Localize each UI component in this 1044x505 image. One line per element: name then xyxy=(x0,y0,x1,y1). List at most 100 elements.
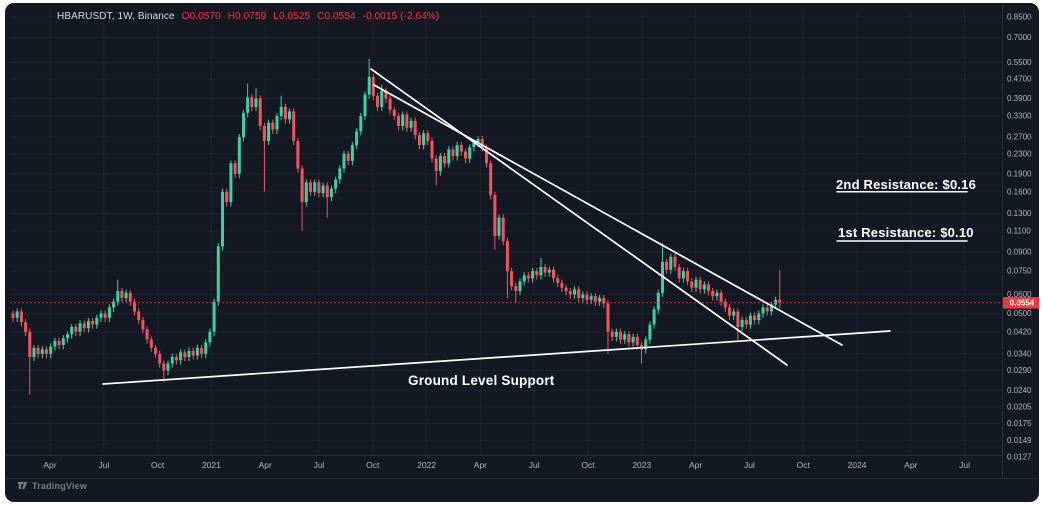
price-chart[interactable]: 0.8500 0.7000 0.5500 0.4700 0.3900 0.3300 0.27… xyxy=(5,3,1039,502)
candle xyxy=(405,114,409,128)
time-tick-label[interactable]: Apr xyxy=(904,460,917,470)
price-tick-label[interactable]: 0.0205 xyxy=(1007,402,1032,411)
time-tick-label[interactable]: Oct xyxy=(581,460,595,470)
candle xyxy=(325,185,329,198)
tradingview-watermark[interactable]: TradingView xyxy=(17,480,87,491)
time-tick-label[interactable]: Oct xyxy=(366,460,380,470)
price-tick-label[interactable]: 0.8500 xyxy=(1007,13,1032,22)
candle xyxy=(564,287,568,291)
time-tick-label[interactable]: Jul xyxy=(959,460,970,470)
price-tick-label[interactable]: 0.0175 xyxy=(1007,419,1032,428)
symbol-title[interactable]: HBARUSDT, 1W, Binance xyxy=(57,11,175,22)
descending-trendline-a[interactable] xyxy=(370,68,788,366)
candle xyxy=(732,311,736,316)
candle xyxy=(99,313,103,318)
candle xyxy=(589,296,593,300)
time-tick-label[interactable]: 2024 xyxy=(848,460,867,470)
candle xyxy=(216,246,220,302)
time-tick-label[interactable]: 2022 xyxy=(417,460,436,470)
price-tick-label[interactable]: 0.4700 xyxy=(1007,75,1032,84)
price-tick-label[interactable]: 0.3900 xyxy=(1007,94,1032,103)
price-tick-label[interactable]: 0.0500 xyxy=(1007,309,1032,318)
candle xyxy=(187,350,191,358)
candle xyxy=(204,342,208,354)
chart-legend[interactable]: HBARUSDT, 1W, Binance O0.0570 H0.0759 L0… xyxy=(57,11,439,22)
candle xyxy=(744,320,748,325)
ground-level-support-line[interactable] xyxy=(102,330,891,385)
time-tick-label[interactable]: 2023 xyxy=(632,460,651,470)
annotation-1st-resistance[interactable]: 1st Resistance: $0.10 xyxy=(838,225,974,240)
candle xyxy=(258,98,262,126)
price-tick-label[interactable]: 0.0420 xyxy=(1007,327,1032,336)
price-tick-label[interactable]: 0.0600 xyxy=(1007,290,1032,299)
current-price-tag-value: 0.0554 xyxy=(1010,299,1035,308)
candle xyxy=(769,304,773,312)
candle xyxy=(614,331,618,337)
watermark-label: TradingView xyxy=(32,480,88,491)
candle xyxy=(514,286,518,291)
time-tick-label[interactable]: Apr xyxy=(259,460,272,470)
ohlc-low: L0.0525 xyxy=(273,11,311,22)
candle xyxy=(468,147,472,159)
candle xyxy=(250,97,254,107)
price-tick-label[interactable]: 0.7000 xyxy=(1007,33,1032,42)
time-tick-label[interactable]: Jul xyxy=(314,460,325,470)
candle xyxy=(560,282,564,288)
time-tick-label[interactable]: 2021 xyxy=(202,460,221,470)
candle xyxy=(61,338,65,345)
candle xyxy=(522,275,526,282)
price-tick-label[interactable]: 0.0290 xyxy=(1007,366,1032,375)
time-tick-label[interactable]: Jul xyxy=(98,460,109,470)
price-tick-label[interactable]: 0.0149 xyxy=(1007,436,1032,445)
candle xyxy=(443,156,447,164)
price-tick-label[interactable]: 0.1600 xyxy=(1007,187,1032,196)
time-tick-label[interactable]: Apr xyxy=(474,460,487,470)
price-tick-label[interactable]: 0.0750 xyxy=(1007,267,1032,276)
candle xyxy=(501,217,505,241)
tradingview-logo-icon xyxy=(17,481,28,490)
time-tick-label[interactable]: Jul xyxy=(529,460,540,470)
price-tick-label[interactable]: 0.3300 xyxy=(1007,112,1032,121)
time-tick-label[interactable]: Jul xyxy=(744,460,755,470)
candle xyxy=(112,301,116,308)
time-tick-label[interactable]: Apr xyxy=(43,460,56,470)
time-tick-label[interactable]: Apr xyxy=(689,460,702,470)
candle xyxy=(690,281,694,288)
candle xyxy=(254,98,258,107)
time-tick-label[interactable]: Oct xyxy=(797,460,811,470)
candle xyxy=(19,311,23,323)
price-tick-label[interactable]: 0.2700 xyxy=(1007,133,1032,142)
descending-trendline-b[interactable] xyxy=(373,84,843,346)
price-tick-label[interactable]: 0.0340 xyxy=(1007,349,1032,358)
candle xyxy=(246,97,250,113)
price-tick-label[interactable]: 0.0240 xyxy=(1007,386,1032,395)
candle xyxy=(329,188,333,198)
ohlc-close: C0.0554 xyxy=(317,11,356,22)
price-tick-label[interactable]: 0.5500 xyxy=(1007,58,1032,67)
candle xyxy=(208,331,212,343)
price-tick-label[interactable]: 0.0900 xyxy=(1007,248,1032,257)
candle xyxy=(300,168,304,203)
candle xyxy=(32,347,36,357)
price-tick-label[interactable]: 0.1100 xyxy=(1007,227,1031,236)
candle xyxy=(765,307,769,312)
candle xyxy=(627,334,631,343)
price-tick-label[interactable]: 0.1900 xyxy=(1007,169,1032,178)
candle xyxy=(321,185,325,194)
price-tick-label[interactable]: 0.2300 xyxy=(1007,149,1032,158)
candle xyxy=(82,323,86,329)
annotation-ground-support[interactable]: Ground Level Support xyxy=(408,373,555,388)
time-tick-label[interactable]: Oct xyxy=(151,460,165,470)
candle xyxy=(304,182,308,203)
candle xyxy=(66,334,69,339)
candles-layer xyxy=(11,58,782,395)
candle xyxy=(459,145,463,152)
candle xyxy=(154,347,157,354)
annotation-2nd-resistance[interactable]: 2nd Resistance: $0.16 xyxy=(836,177,977,192)
candle xyxy=(702,284,706,290)
price-tick-label[interactable]: 0.0127 xyxy=(1007,452,1032,461)
candle xyxy=(107,307,111,318)
candle xyxy=(531,271,535,279)
candle xyxy=(15,311,19,318)
price-tick-label[interactable]: 0.1300 xyxy=(1007,209,1032,218)
